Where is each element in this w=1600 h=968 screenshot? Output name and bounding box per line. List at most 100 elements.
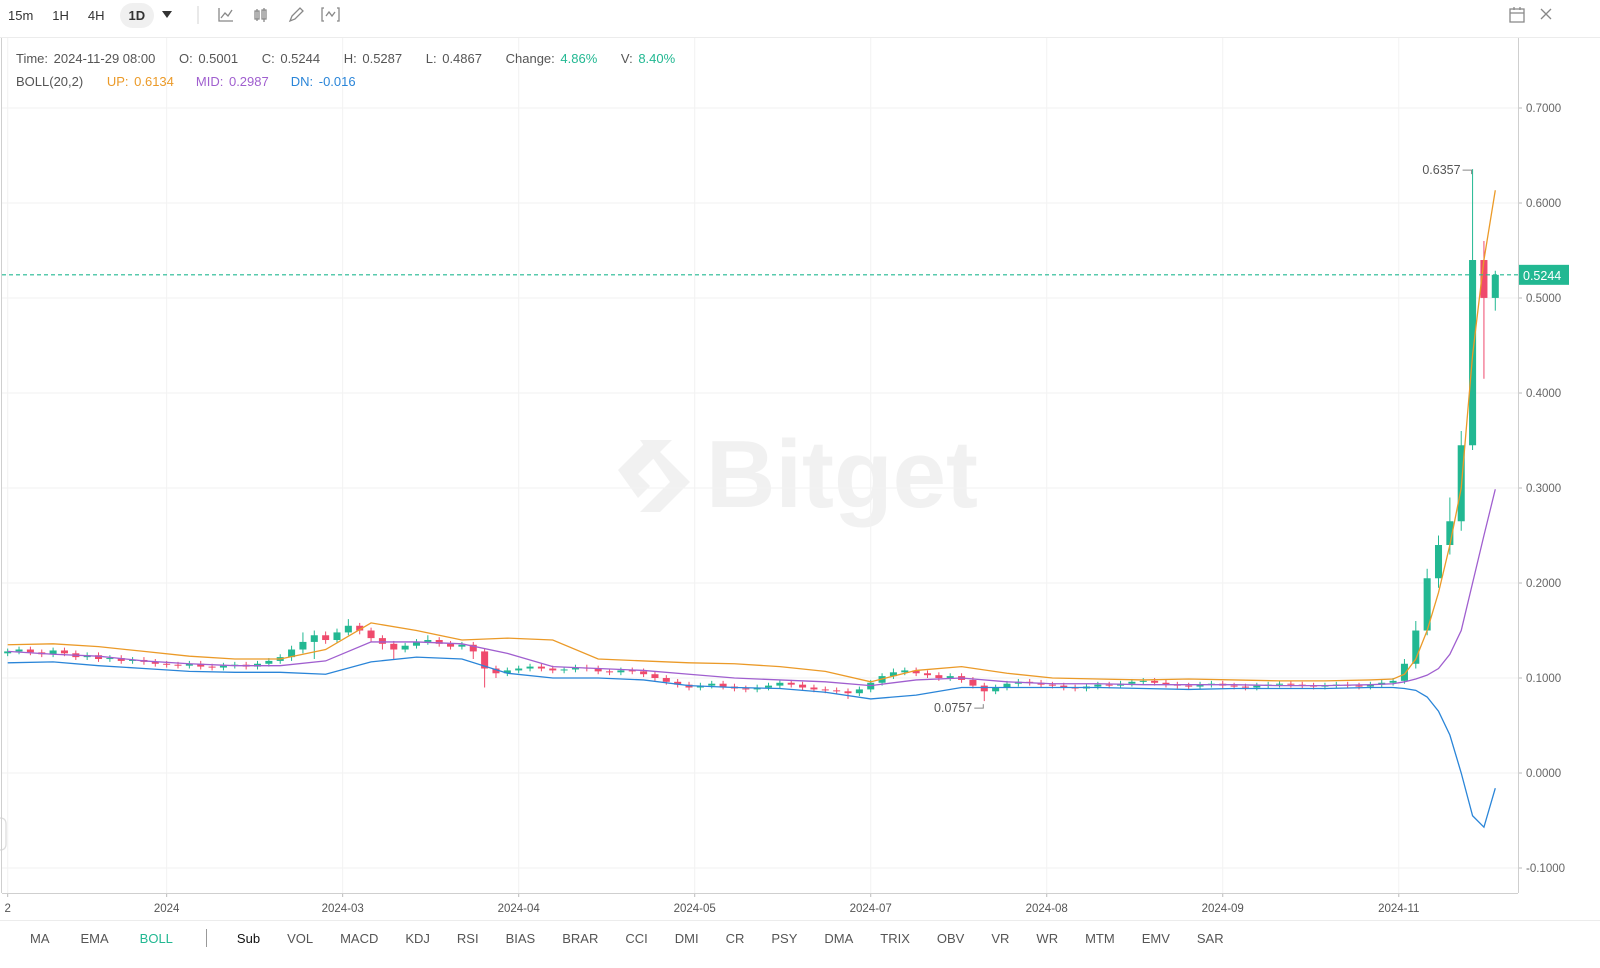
- candle-body: [129, 659, 137, 661]
- indicator-name: BOLL(20,2): [16, 74, 84, 89]
- x-tick-label: 2024-04: [498, 903, 541, 915]
- candle-body: [889, 672, 897, 677]
- candle-body: [742, 688, 750, 690]
- candle-icon[interactable]: [254, 8, 267, 22]
- candle-body: [401, 645, 409, 650]
- indicator-line: [7, 489, 1496, 687]
- candle-body: [378, 638, 386, 644]
- toolbar-icons: [0, 6, 1552, 851]
- period-group: 15m 1H 4H 1D: [4, 2, 160, 28]
- y-tick-label: -0.1000: [1526, 863, 1565, 875]
- period-button[interactable]: 4H: [87, 7, 105, 23]
- x-tick-label: 2024-03: [322, 903, 364, 915]
- candle-body: [992, 687, 1000, 692]
- candle-body: [1094, 684, 1102, 687]
- indicator-button[interactable]: MA: [30, 930, 50, 946]
- high-label: 0.6357: [1422, 163, 1460, 177]
- indicator-button[interactable]: MACD: [340, 930, 379, 946]
- candle-body: [651, 674, 659, 679]
- candle-body: [174, 664, 182, 666]
- candle-body: [617, 670, 625, 673]
- candle-body: [526, 666, 534, 669]
- candle-body: [1230, 685, 1238, 687]
- indicator-button[interactable]: RSI: [456, 930, 479, 946]
- last-price-label: 0.5244: [1523, 269, 1561, 283]
- extreme-pointer: [1462, 169, 1473, 175]
- candle-body: [322, 635, 330, 641]
- y-tick-label: 0.5000: [1526, 293, 1561, 305]
- period-button[interactable]: 15m: [8, 7, 34, 23]
- candle-body: [776, 682, 784, 686]
- x-tick-label: 2024-09: [1202, 903, 1244, 915]
- indicator-button[interactable]: CR: [725, 930, 745, 946]
- indicator-button[interactable]: MTM: [1085, 930, 1115, 946]
- period-button[interactable]: 1H: [52, 7, 69, 23]
- watermark: Bitget: [618, 421, 978, 528]
- period-button[interactable]: 1D: [119, 2, 155, 28]
- calendar-icon[interactable]: [1509, 7, 1525, 23]
- info-panel: Time: 2024-11-29 08:00 O: 0.5001 C: 0.52…: [16, 47, 677, 93]
- candle-body: [26, 649, 34, 653]
- x-tick-label: 2024-08: [1026, 903, 1068, 915]
- candle-body: [117, 658, 125, 661]
- value: 4.86%: [560, 51, 598, 66]
- indicator-button[interactable]: OBV: [936, 930, 965, 946]
- indicator-button[interactable]: TRIX: [880, 930, 910, 946]
- candle-body: [458, 644, 466, 647]
- candle-body: [560, 669, 568, 671]
- candle-body: [594, 668, 602, 672]
- watermark-text: Bitget: [706, 421, 978, 528]
- value: 2024-11-29 08:00: [53, 51, 156, 66]
- sub-label: Sub: [236, 930, 261, 946]
- legend-item: UP: 0.6134: [107, 74, 176, 89]
- indicator-button[interactable]: DMI: [674, 930, 699, 946]
- indicator-button[interactable]: DMA: [824, 930, 854, 946]
- candle-body: [197, 663, 205, 667]
- candle-body: [1241, 686, 1249, 688]
- indicator-button[interactable]: PSY: [771, 930, 798, 946]
- candle-body: [469, 644, 477, 652]
- dropdown-arrow[interactable]: [162, 11, 172, 18]
- indicator-button[interactable]: EMA: [80, 930, 109, 946]
- candle-body: [1060, 685, 1068, 688]
- candle-body: [1412, 630, 1420, 664]
- indicator-button[interactable]: BRAR: [562, 930, 599, 946]
- indicator-icon[interactable]: [321, 7, 340, 22]
- candle-body: [163, 663, 171, 665]
- candle-body: [412, 641, 421, 646]
- indicator-button[interactable]: CCI: [625, 930, 648, 946]
- candle-body: [821, 689, 829, 691]
- candle-body: [219, 665, 227, 668]
- candle-body: [606, 671, 614, 673]
- watermark-logo: [618, 440, 660, 498]
- draw-icon[interactable]: [288, 7, 304, 23]
- candle-body: [435, 640, 443, 644]
- candle-body: [1128, 681, 1136, 684]
- close-icon[interactable]: [1540, 8, 1552, 20]
- indicator-button[interactable]: VR: [991, 930, 1010, 946]
- grid: [2, 38, 1518, 893]
- indicator-button[interactable]: VOL: [287, 930, 314, 946]
- indicator-button[interactable]: WR: [1036, 930, 1059, 946]
- candle-body: [1400, 663, 1408, 681]
- candle-body: [1480, 260, 1488, 298]
- x-tick-label: 2024-05: [674, 903, 716, 915]
- indicator-button[interactable]: EMV: [1141, 930, 1170, 946]
- indicator-bar: MA EMA BOLL Sub VOL MACD KDJ RSI BIAS BRAR CCI DM…: [0, 926, 1600, 950]
- candle-body: [628, 670, 636, 672]
- x-tick-label: 2: [4, 903, 10, 915]
- line-chart-icon[interactable]: [218, 8, 233, 22]
- candle-body: [1105, 684, 1113, 686]
- watermark-logo: [640, 440, 690, 512]
- indicator-button[interactable]: KDJ: [405, 930, 430, 946]
- indicator-button[interactable]: SAR: [1196, 930, 1224, 946]
- side-tab[interactable]: [0, 817, 7, 851]
- candle-body: [1253, 685, 1261, 688]
- candle-body: [708, 683, 716, 686]
- candle-body: [1355, 685, 1363, 687]
- value: 0.5244: [280, 51, 321, 66]
- indicator-button[interactable]: BOLL: [139, 930, 173, 946]
- indicator-button[interactable]: BIAS: [505, 930, 536, 946]
- candle-body: [15, 649, 23, 652]
